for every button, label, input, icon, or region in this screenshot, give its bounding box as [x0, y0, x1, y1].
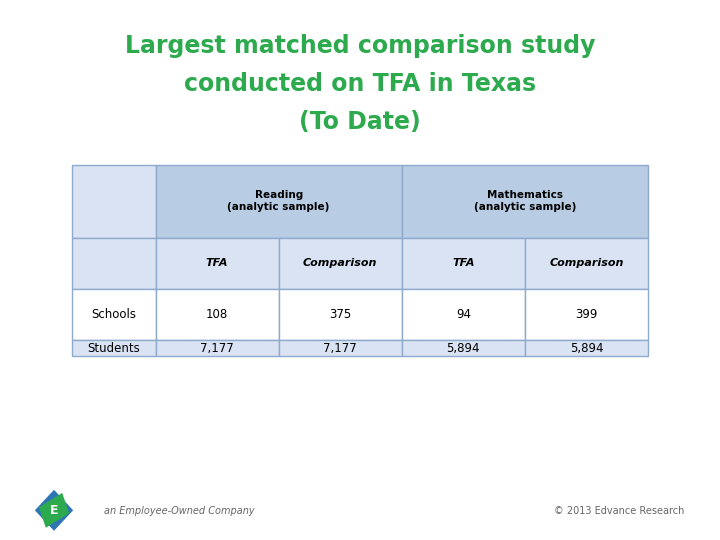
Text: 108: 108 [206, 308, 228, 321]
Text: Largest matched comparison study: Largest matched comparison study [125, 34, 595, 58]
Bar [279, 340, 402, 356]
Text: © 2013 Edvance Research: © 2013 Edvance Research [554, 507, 684, 516]
Text: 7,177: 7,177 [323, 342, 357, 355]
Bar [72, 289, 156, 340]
Bar [72, 340, 156, 356]
Text: conducted on TFA in Texas: conducted on TFA in Texas [184, 72, 536, 96]
Bar [156, 165, 402, 238]
Bar [402, 238, 525, 289]
Bar [279, 289, 402, 340]
Text: 7,177: 7,177 [200, 342, 234, 355]
Text: Students: Students [87, 342, 140, 355]
Bar [525, 289, 648, 340]
Text: (To Date): (To Date) [299, 110, 421, 133]
Bar [279, 238, 402, 289]
Polygon shape [39, 493, 69, 528]
Bar [72, 238, 156, 289]
Text: Schools: Schools [91, 308, 136, 321]
Bar [402, 165, 648, 238]
Bar [402, 340, 525, 356]
Bar [525, 340, 648, 356]
Bar [156, 340, 279, 356]
Polygon shape [35, 490, 73, 531]
Text: 399: 399 [575, 308, 598, 321]
Text: Mathematics
(analytic sample): Mathematics (analytic sample) [474, 190, 576, 212]
Bar [525, 238, 648, 289]
Text: an Employee-Owned Company: an Employee-Owned Company [104, 507, 255, 516]
Bar [156, 289, 279, 340]
Text: E: E [50, 504, 58, 517]
Bar [402, 289, 525, 340]
Text: TFA: TFA [452, 258, 474, 268]
Text: 375: 375 [329, 308, 351, 321]
Text: TFA: TFA [206, 258, 228, 268]
Text: 5,894: 5,894 [446, 342, 480, 355]
Text: Comparison: Comparison [549, 258, 624, 268]
Bar [72, 165, 156, 238]
Text: 5,894: 5,894 [570, 342, 603, 355]
Text: Comparison: Comparison [303, 258, 377, 268]
Text: Reading
(analytic sample): Reading (analytic sample) [228, 190, 330, 212]
Text: 94: 94 [456, 308, 471, 321]
Bar [156, 238, 279, 289]
